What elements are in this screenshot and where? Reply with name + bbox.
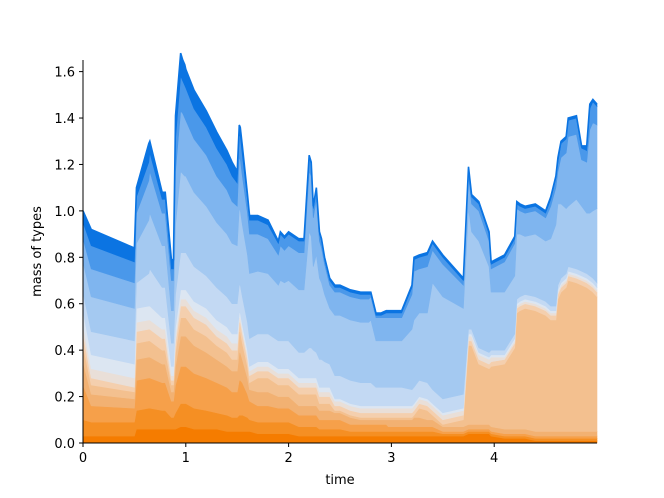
x-tick-label: 2	[284, 451, 292, 466]
y-tick-label: 0.4	[54, 344, 75, 359]
y-tick-label: 0.2	[54, 391, 75, 406]
y-tick-label: 1.0	[54, 205, 75, 220]
x-ticks: 0 1 2 3 4	[79, 443, 498, 466]
x-tick-label: 4	[490, 451, 498, 466]
y-tick-label: 1.6	[54, 66, 75, 81]
x-tick-label: 0	[79, 451, 87, 466]
y-tick-label: 0.8	[54, 251, 75, 266]
x-axis-label: time	[325, 473, 354, 488]
x-tick-label: 1	[182, 451, 190, 466]
total-outline	[82, 52, 598, 314]
x-tick-label: 3	[387, 451, 395, 466]
axes: 0 1 2 3 4 0.0 0.2 0.4 0.6 0.8 1.0 1.2 1.4 1.6	[54, 60, 597, 466]
y-tick-label: 0.6	[54, 298, 75, 313]
y-tick-label: 1.4	[54, 112, 75, 127]
y-axis-label: mass of types	[30, 206, 45, 297]
y-ticks: 0.0 0.2 0.4 0.6 0.8 1.0 1.2 1.4 1.6	[54, 66, 83, 452]
y-tick-label: 0.0	[54, 437, 75, 452]
y-tick-label: 1.2	[54, 158, 75, 173]
area-layers	[82, 52, 598, 444]
